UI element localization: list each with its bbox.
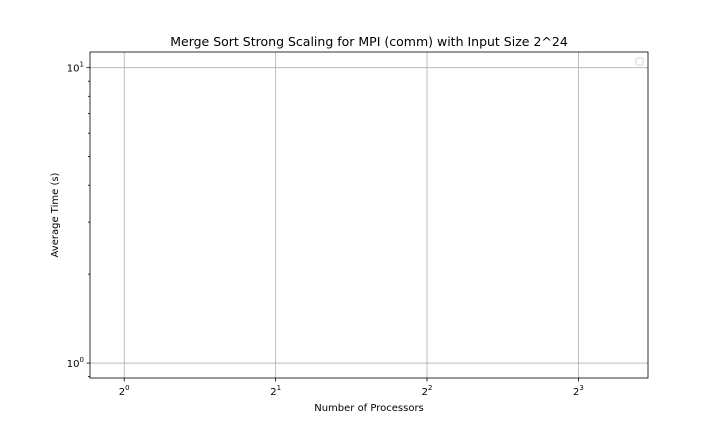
y-axis: 100 101 (67, 61, 90, 370)
y-axis-label: Average Time (s) (50, 172, 61, 257)
legend (635, 57, 644, 66)
plot-area-frame (89, 51, 649, 379)
grid-lines (90, 52, 648, 378)
x-tick-label: 23 (573, 384, 584, 398)
x-axis: 20 21 22 23 (119, 378, 584, 398)
y-tick-label: 100 (67, 356, 84, 370)
x-axis-label: Number of Processors (314, 403, 424, 414)
x-tick-label: 21 (270, 384, 281, 398)
x-tick-label: 20 (119, 384, 130, 398)
x-tick-label: 22 (422, 384, 433, 398)
y-tick-label: 101 (67, 61, 84, 75)
chart-title: Merge Sort Strong Scaling for MPI (comm)… (170, 34, 568, 49)
